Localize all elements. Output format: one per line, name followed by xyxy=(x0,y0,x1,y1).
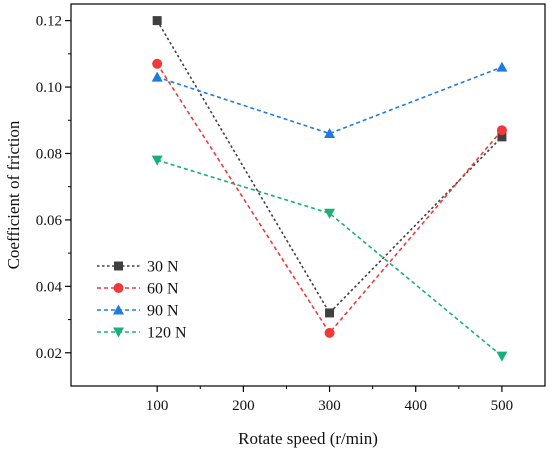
data-point xyxy=(496,61,508,72)
data-point xyxy=(324,208,336,219)
y-tick-label: 0.10 xyxy=(36,80,62,96)
series-2 xyxy=(152,58,507,338)
data-point xyxy=(151,155,163,166)
y-axis: 0.02 0.04 0.06 0.08 0.10 0.12 xyxy=(36,14,71,362)
data-point xyxy=(152,16,162,26)
legend-item: 30 N xyxy=(97,259,179,276)
y-tick-label: 0.04 xyxy=(36,279,63,295)
y-tick-label: 0.08 xyxy=(36,146,62,162)
x-tick-label: 100 xyxy=(146,398,169,414)
legend-marker xyxy=(113,304,124,315)
y-tick-label: 0.12 xyxy=(36,14,62,30)
legend-label: 90 N xyxy=(147,303,179,320)
x-tick-label: 400 xyxy=(404,398,427,414)
y-axis-title: Coefficient of friction xyxy=(4,120,23,269)
y-tick-label: 0.06 xyxy=(36,213,63,229)
legend-item: 90 N xyxy=(97,303,179,320)
series-line xyxy=(156,63,503,335)
plot-frame xyxy=(70,3,546,387)
legend-item: 60 N xyxy=(97,281,179,298)
x-tick-label: 200 xyxy=(232,398,255,414)
data-point xyxy=(324,128,336,139)
series-line xyxy=(156,159,503,357)
x-axis: 100 200 300 400 500 xyxy=(146,386,513,414)
legend-marker xyxy=(113,327,124,338)
data-point xyxy=(325,308,335,318)
legend-item: 120 N xyxy=(97,325,187,342)
series-line xyxy=(156,20,503,315)
legend-marker xyxy=(113,283,124,293)
series-4 xyxy=(151,155,508,362)
legend-label: 60 N xyxy=(147,281,179,298)
y-tick-label: 0.02 xyxy=(36,346,62,362)
legend-marker xyxy=(114,261,123,271)
x-tick-label: 500 xyxy=(491,398,514,414)
x-axis-title: Rotate speed (r/min) xyxy=(238,429,378,448)
data-point xyxy=(496,125,507,136)
data-point xyxy=(497,132,507,142)
series-layer xyxy=(151,16,508,362)
data-point xyxy=(152,58,163,69)
legend-label: 30 N xyxy=(147,259,179,276)
series-line xyxy=(156,66,503,135)
data-point xyxy=(151,71,163,82)
series-3 xyxy=(151,61,508,139)
legend: 30 N 60 N 90 N 120 N xyxy=(97,259,187,342)
legend-label: 120 N xyxy=(147,325,187,342)
data-point xyxy=(496,351,508,362)
x-tick-label: 300 xyxy=(318,398,341,414)
data-point xyxy=(324,327,335,338)
series-1 xyxy=(152,16,507,318)
